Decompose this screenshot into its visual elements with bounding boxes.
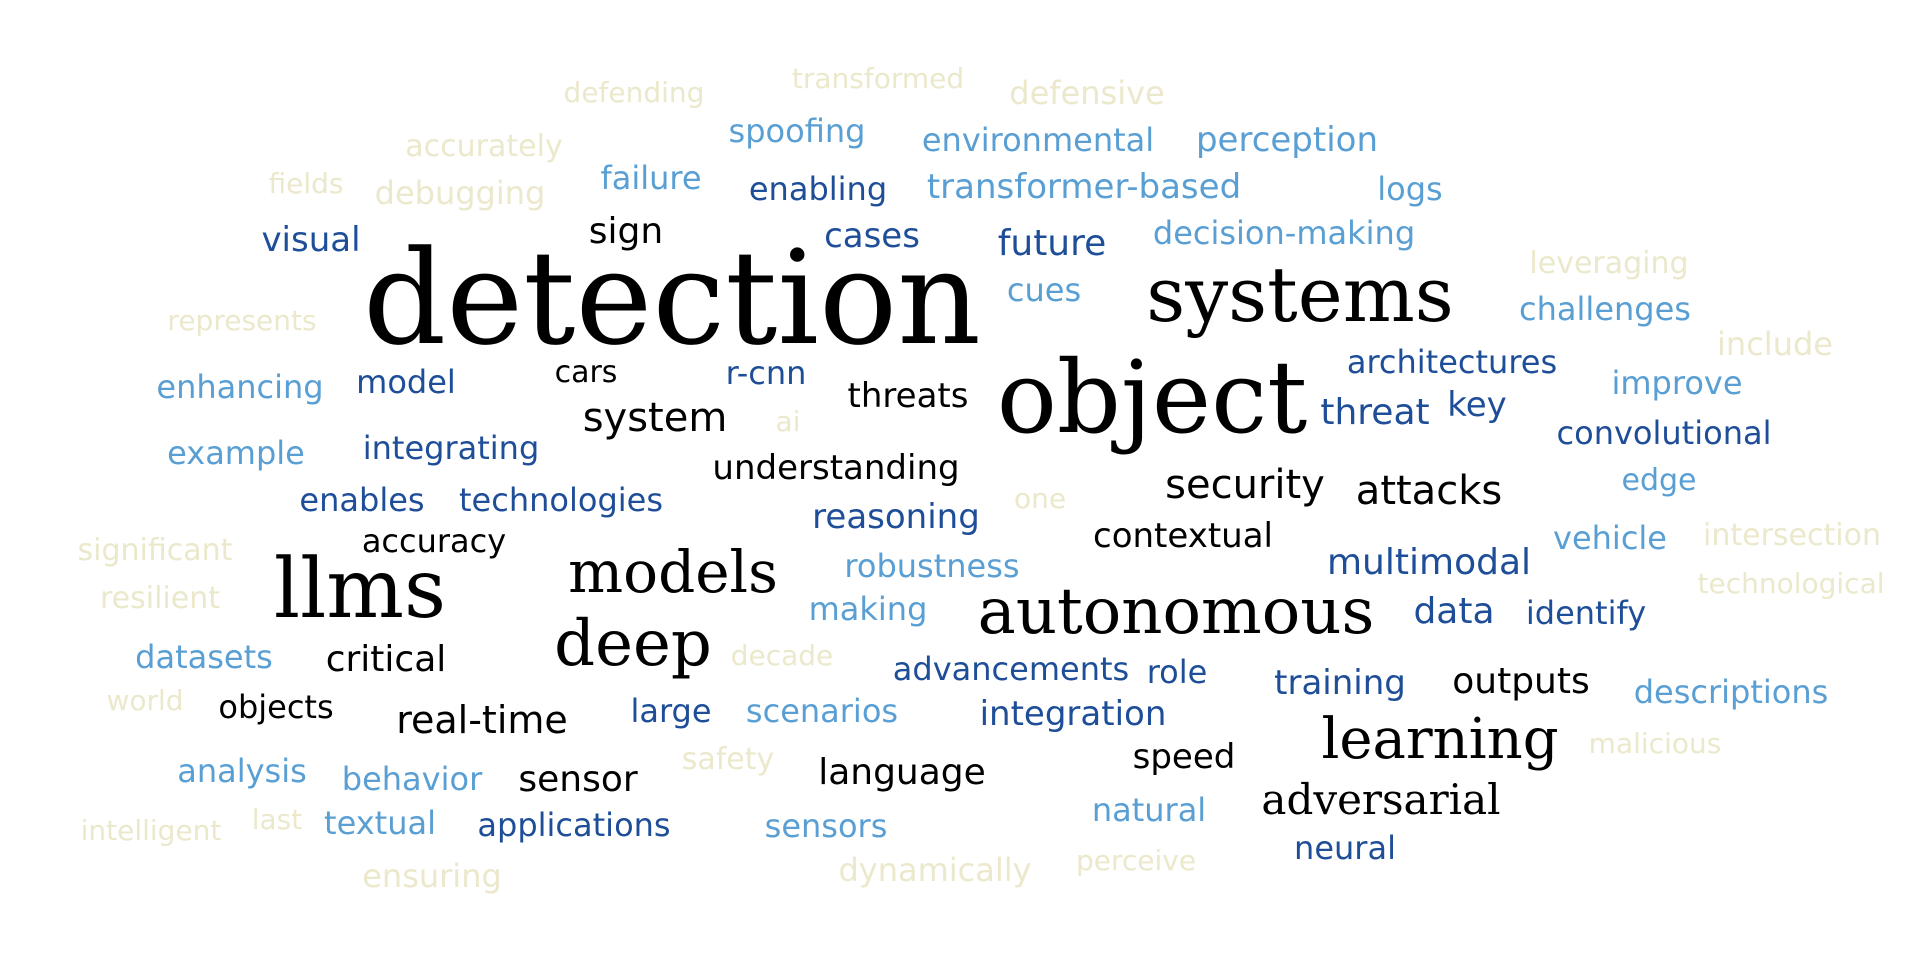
word: models (568, 538, 778, 606)
word: spoofing (728, 112, 866, 150)
word: object (996, 339, 1308, 456)
word: represents (167, 304, 317, 337)
word: last (251, 803, 303, 836)
word: outputs (1452, 661, 1590, 702)
word: advancements (892, 650, 1130, 688)
word: failure (600, 159, 702, 197)
word: defensive (1009, 74, 1165, 112)
word: system (582, 395, 728, 441)
word: key (1447, 385, 1507, 425)
word: safety (681, 742, 775, 777)
word: enabling (748, 170, 888, 208)
word: convolutional (1556, 414, 1772, 452)
word: defending (563, 76, 705, 109)
word: multimodal (1326, 542, 1532, 583)
word: one (1013, 482, 1067, 515)
word: ai (775, 405, 801, 438)
word: r-cnn (725, 354, 807, 392)
word: significant (77, 533, 233, 568)
word: contextual (1093, 516, 1273, 556)
word: include (1717, 325, 1833, 363)
word: cars (554, 355, 618, 390)
word: objects (218, 688, 334, 726)
word: transformed (791, 62, 965, 95)
word: debugging (374, 174, 546, 212)
word: sensor (518, 759, 638, 800)
word: improve (1611, 364, 1743, 402)
word: speed (1132, 737, 1236, 777)
word: accurately (405, 129, 563, 164)
word: technological (1697, 567, 1885, 600)
word: resilient (100, 581, 220, 616)
word: detection (363, 222, 981, 374)
word: descriptions (1633, 673, 1829, 711)
word: learning (1321, 707, 1559, 772)
word: deep (554, 607, 712, 681)
word: sensors (764, 807, 888, 845)
word: systems (1146, 250, 1454, 339)
word: leveraging (1529, 246, 1689, 281)
word: accuracy (361, 522, 507, 560)
word: natural (1091, 791, 1207, 829)
word: security (1165, 462, 1325, 508)
word: example (167, 434, 305, 472)
word: cues (1006, 271, 1082, 309)
word: large (630, 692, 712, 730)
word: attacks (1355, 468, 1503, 514)
word: edge (1621, 463, 1697, 498)
word: logs (1377, 170, 1443, 208)
word: scenarios (745, 692, 899, 730)
word: dynamically (838, 851, 1032, 889)
word: identify (1525, 594, 1647, 632)
word: future (997, 223, 1107, 264)
word: behavior (341, 760, 483, 798)
word: critical (325, 639, 447, 680)
word: threat (1320, 392, 1430, 433)
word: textual (324, 804, 436, 842)
word: visual (261, 220, 361, 260)
word: analysis (177, 752, 307, 790)
word: integrating (362, 429, 540, 467)
word: malicious (1588, 727, 1722, 760)
word: llms (273, 542, 447, 637)
word: transformer-based (926, 167, 1242, 207)
word: data (1413, 591, 1495, 632)
word: perceive (1075, 844, 1197, 877)
word: datasets (135, 638, 273, 676)
word: adversarial (1261, 775, 1501, 824)
word: intelligent (80, 814, 222, 847)
word: integration (979, 694, 1167, 734)
word: understanding (712, 448, 960, 488)
word: vehicle (1553, 519, 1667, 557)
word: technologies (459, 481, 663, 519)
word: cases (824, 216, 920, 256)
word: enables (299, 481, 425, 519)
word: world (106, 684, 184, 717)
word: language (818, 752, 986, 793)
word: making (808, 590, 928, 628)
word: ensuring (362, 857, 502, 895)
word: training (1274, 663, 1406, 703)
word: reasoning (812, 497, 980, 537)
word: role (1146, 653, 1208, 691)
word: intersection (1703, 518, 1881, 553)
word: threats (847, 376, 969, 416)
word: decade (730, 639, 834, 672)
word: autonomous (977, 575, 1375, 649)
word: perception (1195, 120, 1379, 160)
word: applications (477, 806, 671, 844)
word: model (356, 363, 456, 401)
word: neural (1294, 829, 1396, 867)
word: enhancing (156, 368, 324, 406)
word: decision-making (1152, 214, 1416, 252)
word: environmental (921, 121, 1155, 159)
word: sign (588, 211, 664, 252)
word: architectures (1346, 343, 1558, 381)
word: real-time (396, 698, 568, 742)
word: robustness (844, 547, 1020, 585)
word: fields (268, 167, 344, 200)
word: challenges (1519, 290, 1691, 328)
